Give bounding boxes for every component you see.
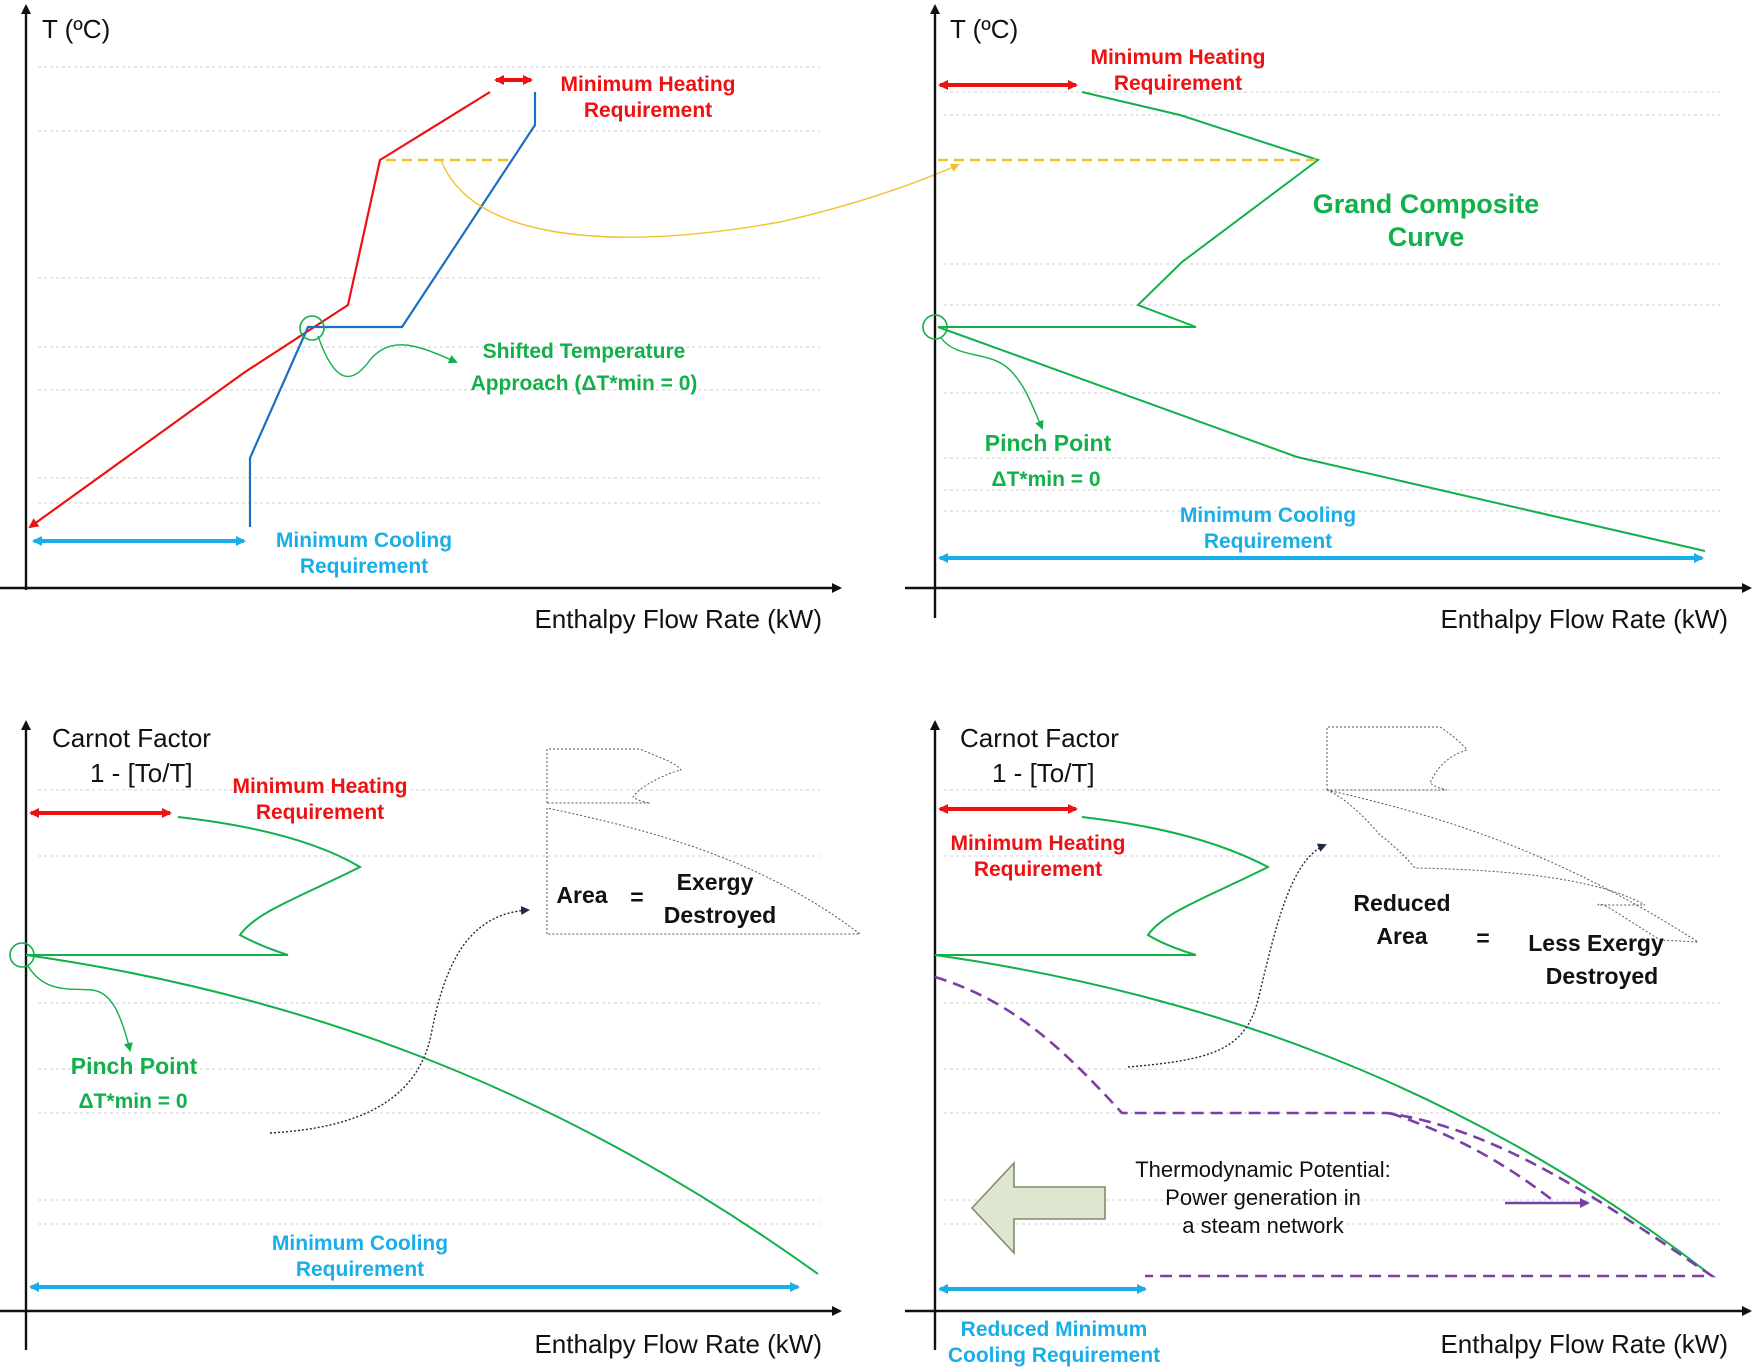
area-label: Area: [556, 882, 607, 908]
y-axis-label-line1: Carnot Factor: [52, 723, 211, 753]
carnot-gcc-curve: [934, 816, 1713, 1277]
x-axis-label: Enthalpy Flow Rate (kW): [534, 604, 822, 634]
equals-label: =: [1476, 925, 1489, 951]
reduced-area-label-line2: Area: [1376, 923, 1427, 949]
gcc-label-line1: Grand Composite: [1313, 189, 1540, 219]
pinch-pointer: [27, 965, 133, 1052]
reduced-area-label-line1: Reduced: [1353, 890, 1450, 916]
pinch-circle: [9, 942, 35, 968]
inset-pointer: [269, 905, 530, 1134]
inset-curve-top: [1326, 726, 1468, 791]
panel-grand-composite-curve: T (ºC) Enthalpy Flow Rate (kW) Minimum H…: [905, 4, 1752, 634]
heating-label-line2: Requirement: [1114, 72, 1242, 95]
inset-area-outline: [1326, 789, 1700, 943]
heating-label-line2: Requirement: [256, 801, 384, 824]
cooling-label-line2: Requirement: [296, 1258, 424, 1281]
panel-carnot-steam-network: Carnot Factor 1 - [To/T] Enthalpy Flow R…: [905, 720, 1752, 1367]
cooling-label-line1: Minimum Cooling: [1180, 504, 1356, 527]
cooling-label-line1: Minimum Cooling: [272, 1232, 448, 1255]
cooling-label-line2: Requirement: [300, 555, 428, 578]
heating-label-line2: Requirement: [584, 99, 712, 122]
cooling-label-line2: Cooling Requirement: [948, 1344, 1160, 1367]
heating-label-line1: Minimum Heating: [560, 73, 735, 96]
cooling-label-line1: Reduced Minimum: [961, 1318, 1148, 1341]
x-axis-label: Enthalpy Flow Rate (kW): [1440, 604, 1728, 634]
potential-label-line2: Power generation in: [1165, 1185, 1361, 1210]
reduced-area-inset: [1326, 726, 1700, 943]
y-axis-label: T (ºC): [950, 14, 1018, 44]
panel-carnot-gcc: Carnot Factor 1 - [To/T] Enthalpy Flow R…: [0, 720, 862, 1359]
pinch-label: Pinch Point: [71, 1053, 198, 1079]
cooling-label-line1: Minimum Cooling: [276, 529, 452, 552]
thermodynamic-potential-arrow: [970, 1160, 1106, 1256]
gcc-label-line2: Curve: [1388, 222, 1465, 252]
carnot-gcc-curve: [25, 816, 819, 1275]
cooling-label-line2: Requirement: [1204, 530, 1332, 553]
heating-label-line1: Minimum Heating: [950, 832, 1125, 855]
shifted-label-line2: Approach (ΔT*min = 0): [471, 372, 698, 395]
exergy-area-inset: [546, 748, 862, 935]
pinch-dt-label: ΔT*min = 0: [78, 1090, 187, 1113]
heating-label-line2: Requirement: [974, 858, 1102, 881]
less-exergy-label-line2: Destroyed: [1546, 963, 1658, 989]
pinch-circle: [922, 314, 948, 340]
grand-composite-curve: [937, 91, 1706, 552]
transfer-arrow: [440, 159, 960, 238]
potential-label-line3: a steam network: [1182, 1213, 1344, 1238]
less-exergy-label-line1: Less Exergy: [1528, 930, 1664, 956]
inset-pointer: [1127, 843, 1327, 1068]
y-axis-label-line2: 1 - [To/T]: [90, 758, 193, 788]
inset-area-outline: [546, 807, 862, 935]
y-axis-label-line1: Carnot Factor: [960, 723, 1119, 753]
shifted-label-line1: Shifted Temperature: [483, 340, 686, 363]
pinch-dt-label: ΔT*min = 0: [991, 468, 1100, 491]
pinch-label: Pinch Point: [985, 430, 1112, 456]
exergy-label-line1: Exergy: [677, 869, 754, 895]
panel-composite-curves: T (ºC) Enthalpy Flow Rate (kW) Minimum H…: [0, 4, 842, 634]
grid-lines: [38, 789, 820, 1225]
hot-composite-curve: [28, 91, 491, 529]
cold-composite-curve: [248, 92, 537, 527]
x-axis-label: Enthalpy Flow Rate (kW): [1440, 1329, 1728, 1359]
equals-label: =: [630, 884, 643, 910]
inset-curve-top: [546, 748, 682, 804]
x-axis-label: Enthalpy Flow Rate (kW): [534, 1329, 822, 1359]
y-axis-label-line2: 1 - [To/T]: [992, 758, 1095, 788]
y-axis-label: T (ºC): [42, 14, 110, 44]
steam-network-curve: [934, 975, 1717, 1278]
potential-label-line1: Thermodynamic Potential:: [1135, 1157, 1391, 1182]
heating-label-line1: Minimum Heating: [232, 775, 407, 798]
steam-network-branch: [1389, 1111, 1556, 1204]
exergy-label-line2: Destroyed: [664, 902, 776, 928]
pinch-circle: [299, 315, 325, 341]
heating-label-line1: Minimum Heating: [1090, 46, 1265, 69]
pinch-pointer: [940, 337, 1044, 430]
shifted-approach-pointer: [317, 335, 458, 378]
